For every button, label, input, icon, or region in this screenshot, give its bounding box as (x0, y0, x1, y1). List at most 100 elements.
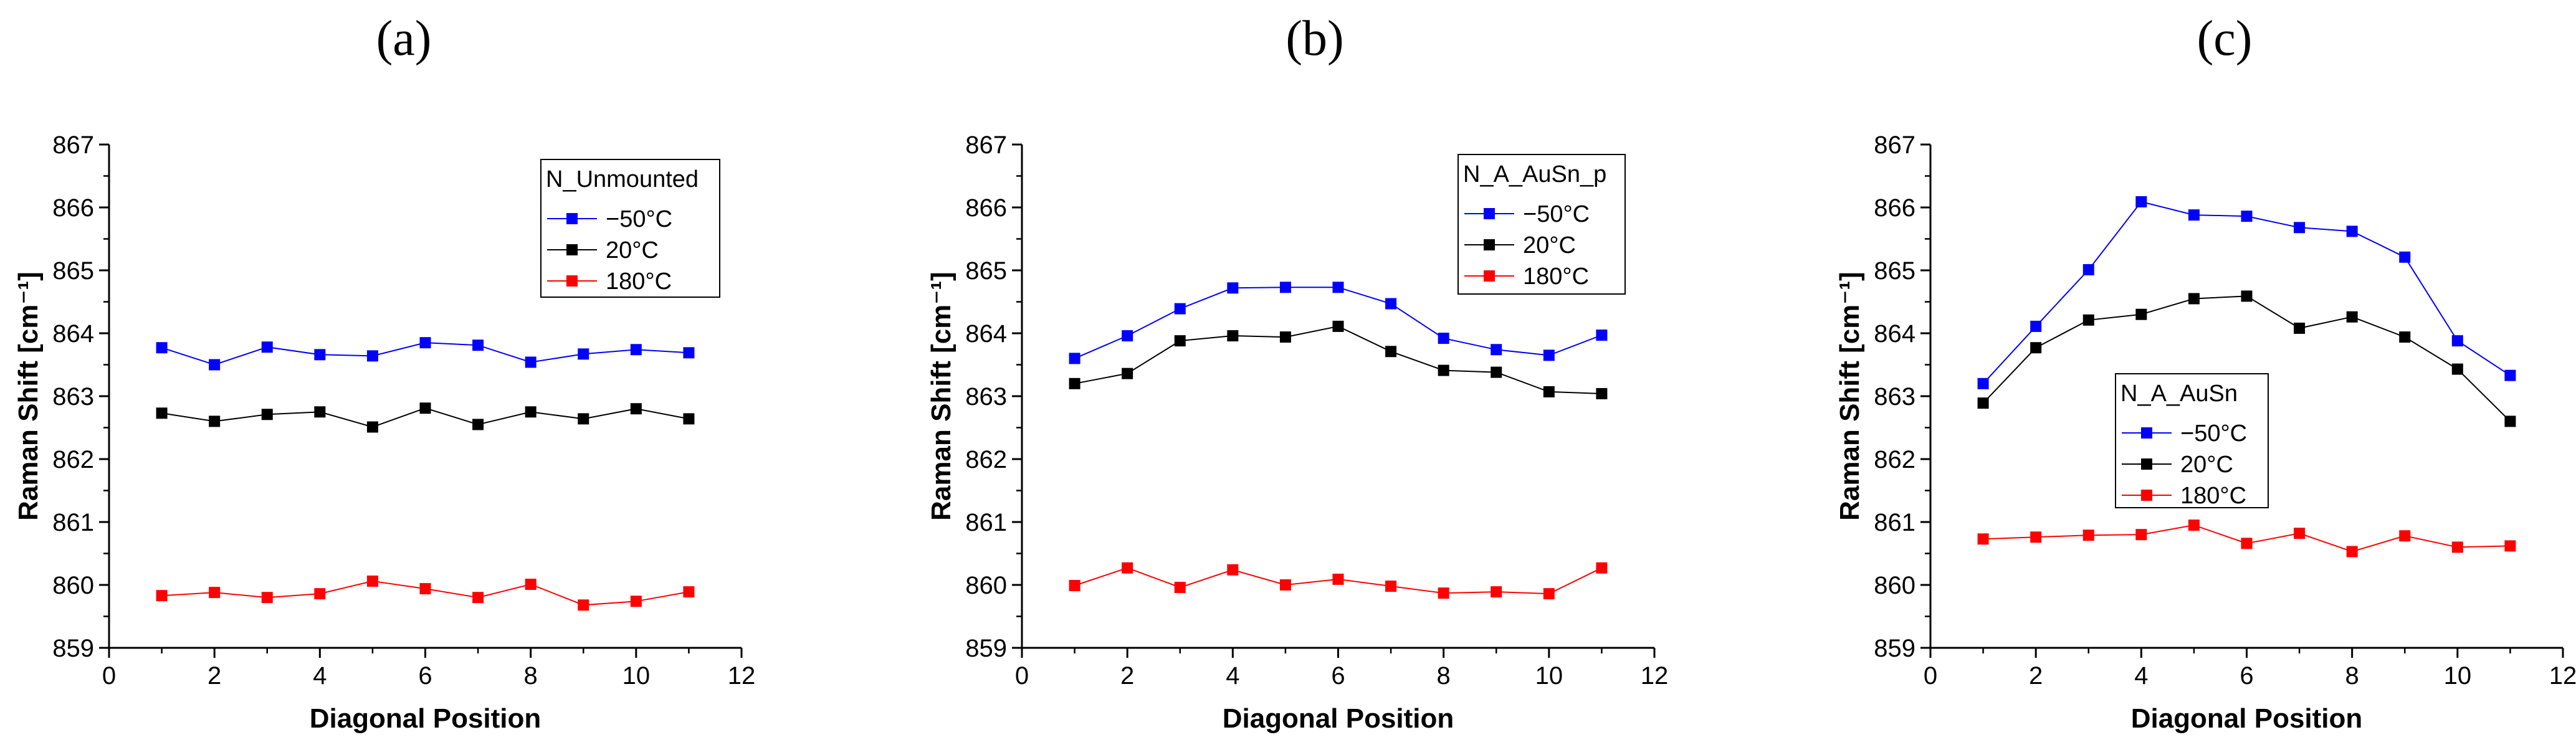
y-tick-label: 862 (52, 446, 94, 473)
series-1 (156, 337, 695, 371)
data-point (2451, 541, 2463, 553)
data-point (1543, 349, 1555, 361)
y-tick-label: 859 (1874, 635, 1915, 662)
legend-marker (1484, 270, 1495, 282)
data-point (472, 592, 484, 604)
data-point (314, 406, 326, 418)
x-axis-title: Diagonal Position (310, 703, 541, 734)
legend-title: N_A_AuSn (2120, 381, 2238, 407)
data-point (209, 587, 221, 599)
y-tick-label: 862 (1874, 446, 1915, 473)
x-tick-label: 6 (2240, 662, 2253, 690)
legend: N_A_AuSn_p −50°C 20°C 180°C (1457, 154, 1626, 295)
data-point (578, 413, 589, 425)
data-point (2135, 196, 2147, 207)
legend-title: N_Unmounted (546, 166, 699, 192)
legend-entry-label: −50°C (606, 206, 672, 232)
data-point (1069, 353, 1080, 364)
data-point (2241, 290, 2253, 302)
data-point (2504, 369, 2516, 381)
series-3 (1069, 562, 1608, 600)
series-2 (1977, 290, 2516, 427)
x-tick-label: 4 (1226, 662, 1239, 690)
legend-marker (566, 213, 578, 224)
data-point (2241, 538, 2253, 549)
x-tick-label: 6 (1331, 662, 1345, 690)
legend-entry-label: −50°C (2180, 420, 2247, 447)
data-point (156, 342, 168, 354)
data-point (2135, 529, 2147, 541)
data-point (1227, 564, 1239, 576)
data-point (2451, 363, 2463, 375)
series-2 (1069, 320, 1608, 399)
y-tick-label: 859 (965, 635, 1007, 662)
chart-panel-1: (a) 0 2 4 6 8 10 12 859 860 861 862 863 864 865 866 867 D… (13, 11, 755, 734)
data-point (156, 407, 168, 419)
data-point (2451, 335, 2463, 347)
data-point (2346, 311, 2358, 323)
data-point (419, 337, 431, 349)
legend-entry-label: −50°C (1523, 201, 1590, 227)
data-point (366, 421, 378, 433)
series-3 (1977, 520, 2516, 558)
x-axis-title: Diagonal Position (1223, 703, 1454, 734)
data-point (1069, 377, 1080, 389)
panel-label: (a) (376, 11, 432, 66)
data-point (525, 356, 537, 368)
x-tick-label: 4 (313, 662, 327, 690)
y-tick-label: 865 (52, 257, 94, 285)
series-2 (156, 402, 695, 433)
data-point (1491, 586, 1502, 598)
data-point (1122, 562, 1133, 574)
data-point (156, 590, 168, 602)
x-tick-label: 12 (1641, 662, 1669, 690)
chart-panel-3: (c) 0 2 4 6 8 10 12 859 860 861 862 863 864 865 866 867 D… (1834, 11, 2576, 734)
data-point (2030, 320, 2042, 332)
x-axis-title: Diagonal Position (2131, 703, 2363, 734)
data-point (1227, 282, 1239, 294)
data-point (419, 402, 431, 414)
legend-entry-label: 20°C (606, 237, 659, 263)
data-point (683, 586, 695, 598)
data-point (525, 578, 537, 590)
data-point (2294, 222, 2306, 234)
y-tick-label: 860 (52, 572, 94, 599)
y-tick-label: 860 (1874, 572, 1915, 599)
data-point (1385, 346, 1397, 358)
data-point (1977, 397, 1989, 409)
data-point (314, 588, 326, 600)
data-point (261, 341, 273, 353)
x-tick-label: 8 (524, 662, 538, 690)
data-point (2030, 531, 2042, 543)
chart-panel-2: (b) 0 2 4 6 8 10 12 859 860 861 862 863 864 865 866 867 D… (926, 11, 1668, 734)
data-point (1227, 330, 1239, 342)
data-point (1438, 587, 1449, 599)
data-point (1332, 282, 1344, 293)
data-point (1279, 282, 1291, 293)
legend-marker (2141, 427, 2152, 439)
data-point (1596, 330, 1608, 341)
legend-title: N_A_AuSn_p (1463, 161, 1606, 188)
data-point (578, 348, 589, 360)
legend-marker (1484, 239, 1495, 250)
y-axis-title: Raman Shift [cm⁻¹] (926, 272, 956, 521)
legend-marker (1484, 208, 1495, 219)
y-tick-label: 861 (965, 509, 1007, 536)
y-tick-label: 866 (965, 194, 1007, 222)
series-1 (1069, 282, 1608, 364)
x-tick-label: 12 (2549, 662, 2576, 690)
data-point (2294, 528, 2306, 539)
data-point (1174, 582, 1186, 594)
data-point (2030, 342, 2042, 354)
data-point (525, 406, 537, 418)
data-point (1122, 330, 1133, 342)
x-tick-label: 10 (623, 662, 651, 690)
data-point (2188, 209, 2200, 221)
x-tick-label: 0 (1015, 662, 1029, 690)
data-point (1543, 588, 1555, 600)
data-point (1596, 562, 1608, 574)
legend-box (2115, 373, 2269, 508)
data-point (209, 415, 221, 427)
legend-marker (2141, 490, 2152, 501)
data-point (1543, 386, 1555, 397)
